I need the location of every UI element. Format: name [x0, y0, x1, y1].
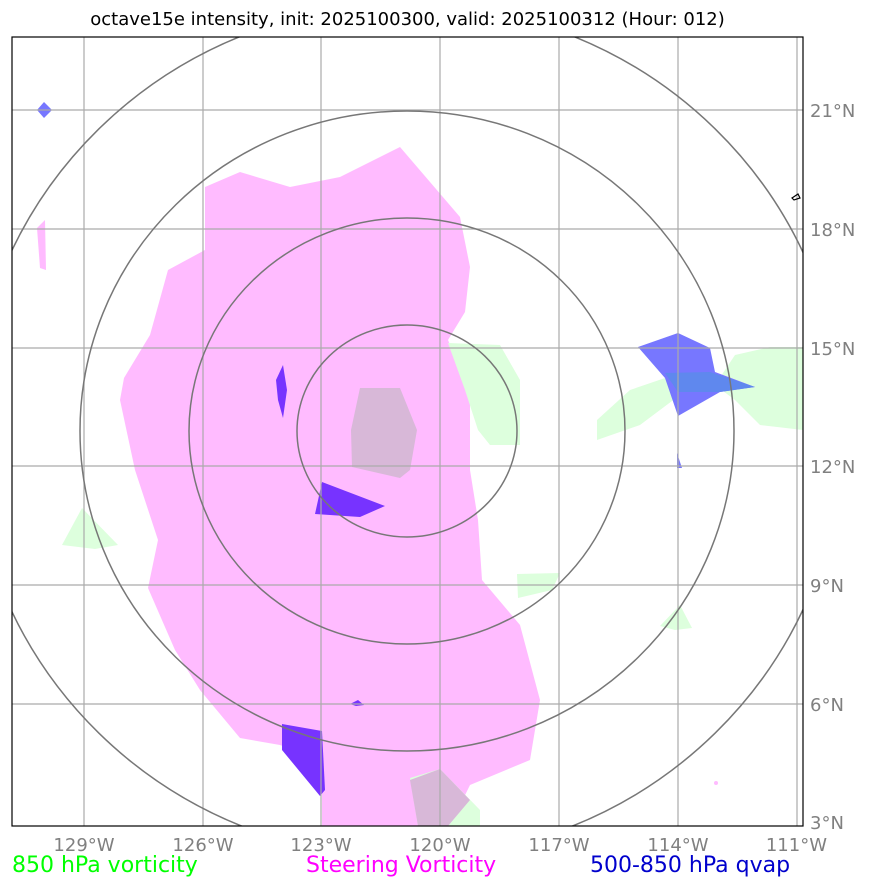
lon-label: 120°W	[409, 835, 470, 856]
lon-label: 111°W	[766, 835, 827, 856]
lat-label: 15°N	[810, 339, 855, 360]
legend-qvap: 500-850 hPa qvap	[590, 853, 791, 878]
lat-label: 18°N	[810, 220, 855, 241]
qvap-region	[282, 724, 325, 796]
overlap-region	[351, 388, 417, 478]
lon-label: 114°W	[647, 835, 708, 856]
legend-steering-vorticity: Steering Vorticity	[306, 853, 497, 878]
vorticity-850-region	[597, 378, 680, 440]
qvap-region	[276, 365, 287, 418]
lat-label: 3°N	[810, 813, 844, 834]
lat-label: 6°N	[810, 695, 844, 716]
steering-vorticity-fragment	[37, 220, 46, 270]
lat-label: 21°N	[810, 101, 855, 122]
qvap-overlap-region	[665, 372, 755, 392]
lon-label: 129°W	[53, 835, 114, 856]
legend-850-vorticity: 850 hPa vorticity	[12, 853, 198, 878]
map-frame	[11, 36, 804, 827]
map-title: octave15e intensity, init: 2025100300, v…	[90, 9, 725, 30]
graticule	[12, 37, 803, 826]
steering-vorticity-dot	[714, 781, 718, 785]
vorticity-850-region	[448, 343, 520, 445]
lon-label: 123°W	[290, 835, 351, 856]
lon-label: 117°W	[528, 835, 589, 856]
island-outline	[791, 193, 801, 201]
distance-rings	[12, 37, 803, 826]
lat-label: 12°N	[810, 457, 855, 478]
vorticity-850-region	[715, 347, 803, 430]
vorticity-850-region	[660, 605, 692, 630]
lat-label: 9°N	[810, 576, 844, 597]
lon-label: 126°W	[172, 835, 233, 856]
vorticity-850-region	[62, 508, 118, 549]
